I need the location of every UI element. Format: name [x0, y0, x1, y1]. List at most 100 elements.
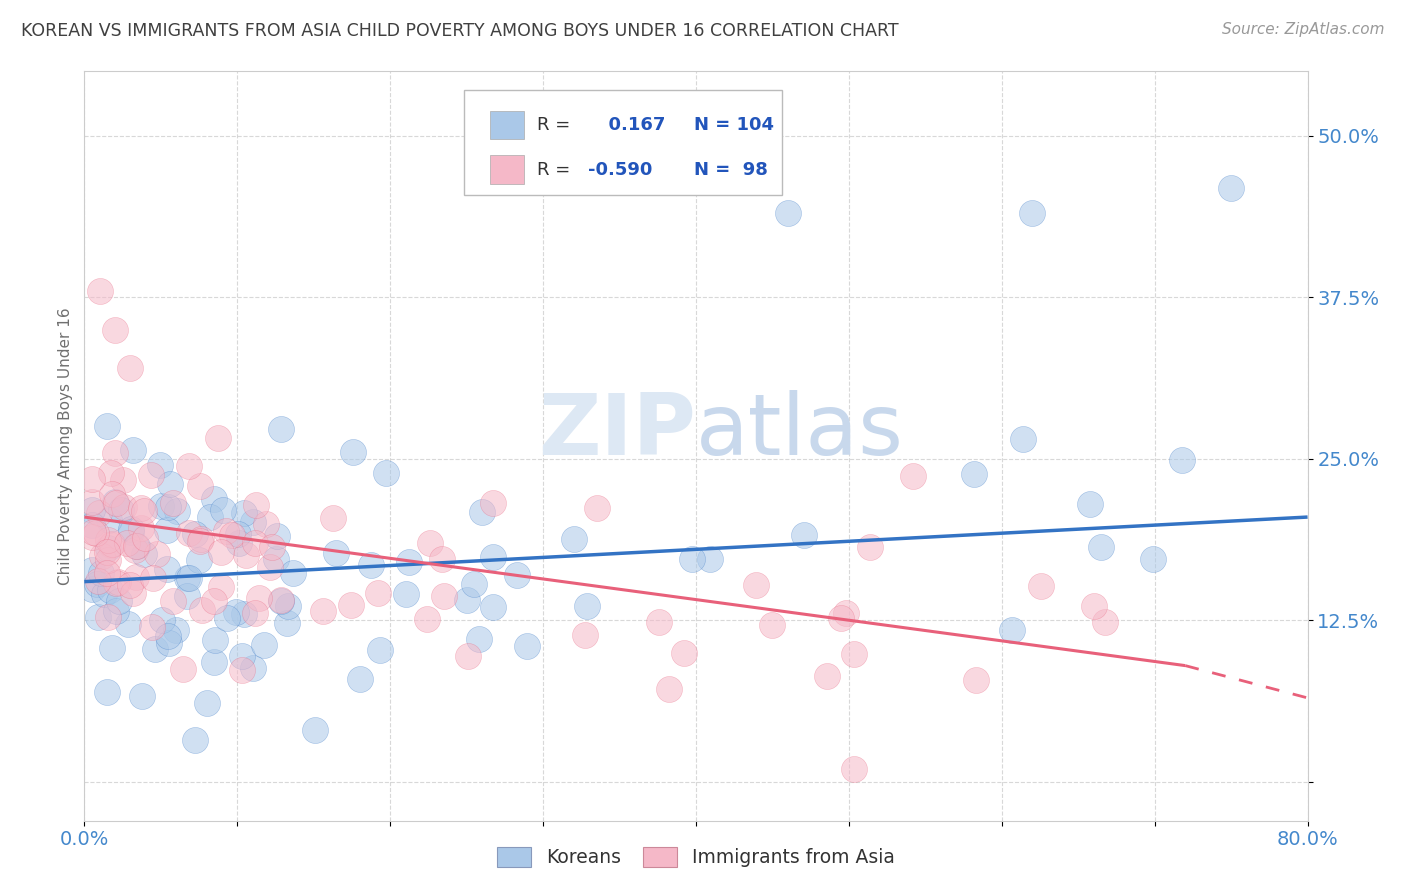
Point — [98, 513, 121, 527]
Point — [112, 473, 135, 487]
Point — [842, 762, 865, 776]
Point — [209, 544, 232, 558]
Point — [104, 604, 127, 618]
Point — [156, 629, 179, 643]
Point — [191, 603, 214, 617]
Point — [1029, 579, 1052, 593]
Point — [104, 496, 127, 510]
Point — [159, 477, 181, 491]
Point — [96, 685, 118, 699]
Point — [1171, 453, 1194, 467]
Point — [562, 532, 585, 546]
Point — [761, 617, 783, 632]
Point — [165, 623, 187, 637]
Text: KOREAN VS IMMIGRANTS FROM ASIA CHILD POVERTY AMONG BOYS UNDER 16 CORRELATION CHA: KOREAN VS IMMIGRANTS FROM ASIA CHILD POV… — [21, 22, 898, 40]
Point — [245, 498, 267, 512]
Point — [233, 506, 256, 520]
Point — [260, 540, 283, 554]
Point — [96, 545, 118, 559]
Point — [416, 612, 439, 626]
Point — [125, 539, 148, 553]
Point — [266, 529, 288, 543]
Point — [456, 592, 478, 607]
Point — [97, 553, 120, 567]
Point — [202, 491, 225, 506]
Point — [120, 361, 142, 376]
Point — [681, 551, 703, 566]
Point — [209, 580, 232, 594]
Point — [115, 536, 138, 550]
Point — [574, 628, 596, 642]
Point — [349, 672, 371, 686]
Point — [142, 572, 165, 586]
Point — [150, 499, 173, 513]
Text: atlas: atlas — [696, 390, 904, 473]
Point — [204, 633, 226, 648]
Point — [156, 562, 179, 576]
Point — [231, 648, 253, 663]
Point — [162, 593, 184, 607]
Point — [395, 587, 418, 601]
Point — [242, 515, 264, 529]
Point — [157, 636, 180, 650]
Point — [162, 496, 184, 510]
Point — [202, 655, 225, 669]
Point — [457, 648, 479, 663]
Point — [87, 609, 110, 624]
Point — [835, 607, 858, 621]
Point — [214, 524, 236, 539]
Point — [101, 537, 124, 551]
Point — [342, 445, 364, 459]
Point — [104, 323, 127, 337]
Point — [276, 615, 298, 630]
Point — [432, 590, 454, 604]
Point — [127, 540, 149, 554]
Point — [312, 604, 335, 618]
Point — [228, 536, 250, 550]
Point — [270, 422, 292, 436]
Point — [231, 663, 253, 677]
Point — [254, 517, 277, 532]
Point — [648, 615, 671, 629]
Point — [97, 541, 120, 555]
Point — [150, 613, 173, 627]
Point — [419, 536, 441, 550]
Text: Source: ZipAtlas.com: Source: ZipAtlas.com — [1222, 22, 1385, 37]
Point — [215, 610, 238, 624]
Point — [793, 528, 815, 542]
Point — [117, 616, 139, 631]
Point — [1021, 206, 1043, 220]
Point — [264, 551, 287, 566]
Point — [340, 599, 363, 613]
Point — [90, 566, 112, 581]
Point — [211, 503, 233, 517]
Point — [112, 500, 135, 515]
Point — [120, 524, 142, 539]
Point — [124, 542, 146, 557]
Point — [188, 479, 211, 493]
Point — [107, 575, 129, 590]
Point — [80, 503, 103, 517]
Text: R =: R = — [537, 161, 576, 178]
Point — [157, 500, 180, 515]
Point — [516, 639, 538, 653]
Point — [80, 530, 103, 544]
Point — [156, 523, 179, 537]
Point — [87, 574, 110, 589]
Point — [586, 500, 609, 515]
Point — [184, 527, 207, 541]
Point — [481, 600, 503, 615]
Point — [146, 547, 169, 561]
Point — [120, 578, 142, 592]
Point — [86, 576, 108, 591]
Point — [91, 549, 114, 563]
Point — [367, 586, 389, 600]
Text: N =  98: N = 98 — [693, 161, 768, 178]
Point — [467, 632, 489, 646]
FancyBboxPatch shape — [464, 90, 782, 195]
Point — [134, 531, 156, 545]
Point — [132, 504, 155, 518]
Legend: Koreans, Immigrants from Asia: Koreans, Immigrants from Asia — [498, 847, 894, 867]
Point — [87, 506, 110, 520]
Point — [179, 458, 201, 473]
